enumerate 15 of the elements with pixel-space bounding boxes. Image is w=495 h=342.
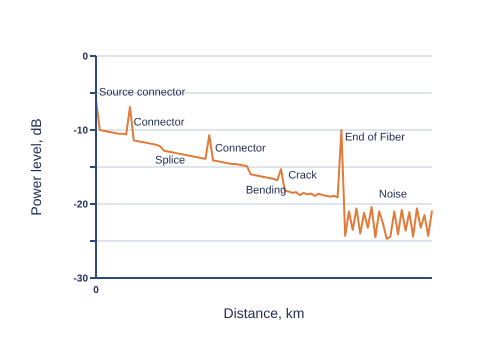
y-tick-label: -10 — [74, 126, 88, 137]
y-tick-label: -30 — [74, 274, 88, 285]
annotation: Noise — [378, 188, 408, 202]
annotation: End of Fiber — [344, 132, 405, 145]
annotation: Bending — [246, 184, 286, 198]
y-tick-label: -20 — [74, 200, 88, 211]
annotation: Crack — [288, 169, 317, 182]
annotation: Source connector — [99, 86, 186, 100]
annotation: Connector — [214, 142, 266, 156]
y-axis-title: Power level, dB — [28, 118, 44, 216]
annotation: Connector — [134, 116, 184, 130]
y-tick-label: 0 — [82, 52, 88, 63]
x-axis-title: Distance, km — [224, 305, 304, 321]
annotation: Splice — [155, 154, 186, 168]
line-series — [95, 98, 433, 240]
